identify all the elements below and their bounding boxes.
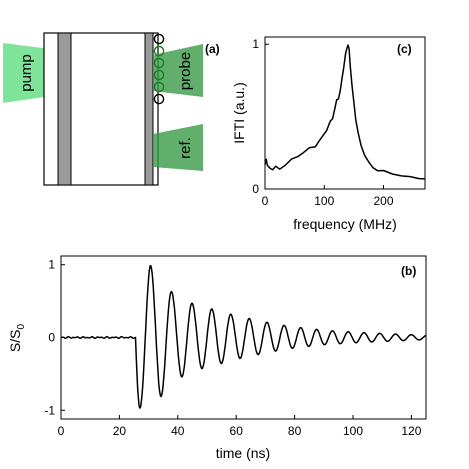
x-axis-label: frequency (MHz) <box>293 216 396 232</box>
x-tick-label: 120 <box>401 424 421 438</box>
x-tick-label: 20 <box>113 424 127 438</box>
y-axis-label: IFTI (a.u.) <box>231 82 247 143</box>
ring <box>153 45 165 57</box>
ring <box>153 33 165 45</box>
pump-label: pump <box>18 54 35 92</box>
transducer-layer-right <box>144 32 154 186</box>
ring <box>153 93 165 105</box>
spectrum-line <box>264 44 426 180</box>
x-tick-label: 40 <box>171 424 185 438</box>
ref-label: ref. <box>177 137 194 159</box>
y-axis-label: S/S0 <box>7 323 27 352</box>
brillouin-zone-rings <box>153 33 165 105</box>
panel-a-scheme: pump probe ref. (a) <box>3 32 220 186</box>
ring <box>153 57 165 69</box>
x-tick-label: 100 <box>314 194 334 208</box>
panel-b-chart: 0 20 40 60 80 100 120 -101 time (ns) S/S0 (b) <box>7 255 427 461</box>
plot-frame <box>264 36 426 190</box>
probe-label: probe <box>177 52 194 90</box>
x-tick-label: 60 <box>230 424 244 438</box>
transducer-layer-left <box>57 32 72 186</box>
ring <box>153 69 165 81</box>
y-tick-label: 1 <box>48 258 55 272</box>
x-tick-marks: 0 20 40 60 80 100 120 <box>58 415 422 438</box>
y-tick-label: 1 <box>252 37 259 51</box>
y-tick-marks: 01 <box>252 37 269 196</box>
x-tick-label: 0 <box>58 424 65 438</box>
y-tick-label: 0 <box>48 331 55 345</box>
x-tick-label: 200 <box>374 194 394 208</box>
probe-beam <box>153 44 203 97</box>
panel-c-chart: 0 100 200 01 frequency (MHz) IFTI (a.u.) (… <box>231 36 426 232</box>
x-tick-label: 80 <box>288 424 302 438</box>
panel-c-label: (c) <box>397 42 412 56</box>
y-tick-label: 0 <box>252 182 259 196</box>
x-tick-marks: 0 100 200 <box>262 185 394 208</box>
panel-a-label: (a) <box>205 42 220 56</box>
x-tick-label: 0 <box>262 194 269 208</box>
y-axis-label-subscript: 0 <box>16 323 27 329</box>
signal-line <box>60 264 427 409</box>
panel-b-label: (b) <box>401 264 416 278</box>
x-axis-label: time (ns) <box>216 445 270 461</box>
x-tick-label: 100 <box>343 424 363 438</box>
ring <box>153 81 165 93</box>
y-tick-label: -1 <box>44 403 55 417</box>
ref-beam <box>153 124 203 171</box>
y-axis-label-main: S/S <box>7 329 23 352</box>
